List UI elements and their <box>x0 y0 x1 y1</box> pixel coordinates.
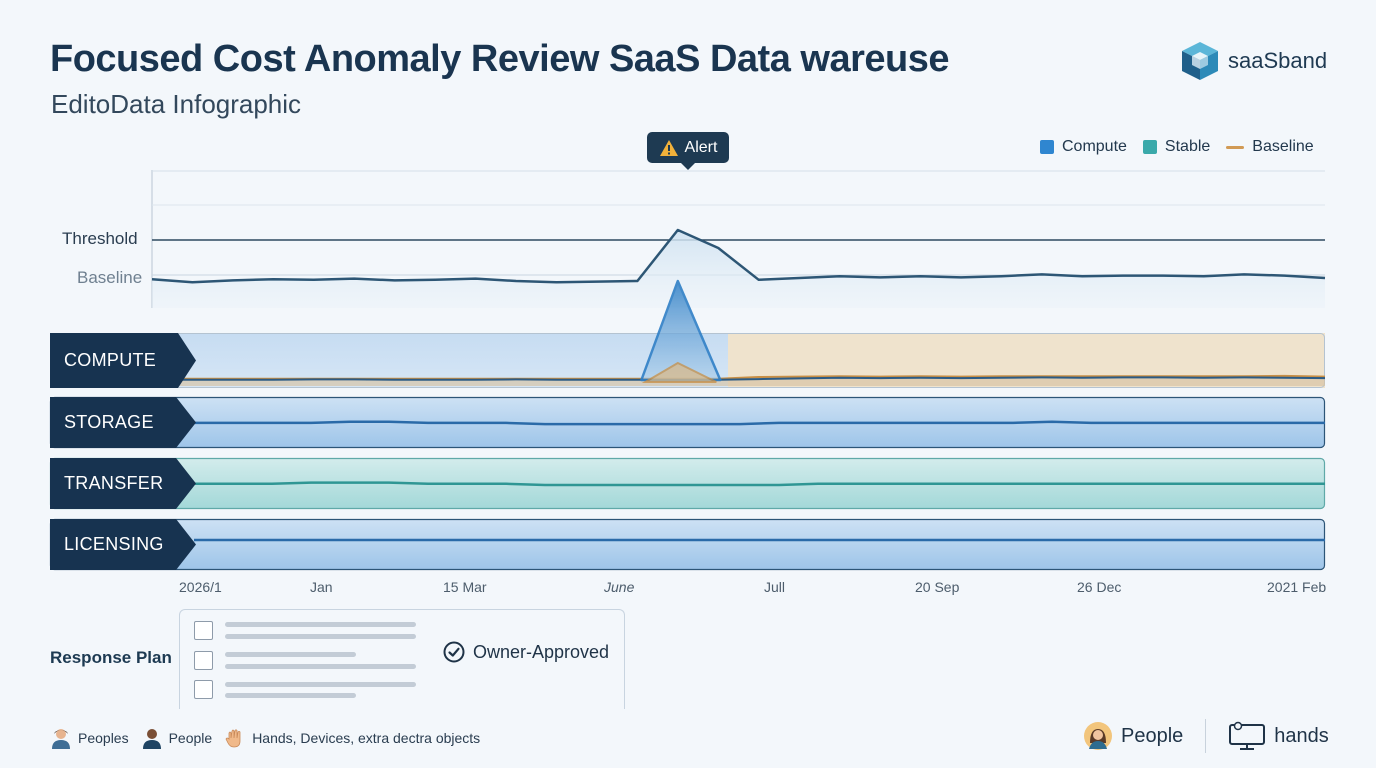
x-tick-7: 2021 Feb <box>1267 579 1327 595</box>
footer-label-hands: Hands, Devices, extra dectra objects <box>252 730 481 746</box>
footer-item-hands-right: hands <box>1228 721 1329 751</box>
band-label-licensing: LICENSING <box>64 534 164 554</box>
response-plan-label: Response Plan <box>50 648 172 667</box>
threshold-label: Threshold <box>62 229 138 248</box>
band-label-storage: STORAGE <box>64 412 154 432</box>
plan-item-line-2b <box>225 664 416 669</box>
footer-divider <box>1205 719 1207 753</box>
plan-item-line-1a <box>225 622 416 627</box>
response-plan-card <box>179 609 625 709</box>
x-tick-5: 20 Sep <box>915 579 960 595</box>
compute-line <box>152 376 1326 381</box>
total-cost-line <box>151 228 1326 284</box>
plan-checkbox-1[interactable] <box>194 621 213 640</box>
transfer-line <box>194 481 1325 487</box>
footer-item-peoples: Peoples <box>50 727 129 749</box>
baseline-ref-label: Baseline <box>77 268 143 287</box>
footer-label-people-right: People <box>1121 724 1184 747</box>
page-title: Focused Cost Anomaly Review SaaS Data wa… <box>50 38 949 80</box>
legend-item-stable: Stable <box>1142 138 1211 156</box>
footer-left: Peoples People Hands, Devices, extra dec… <box>50 727 480 749</box>
x-tick-3: June <box>604 579 635 595</box>
band-label-bg-storage <box>50 397 196 448</box>
legend-item-baseline: Baseline <box>1226 138 1314 156</box>
x-tick-6: 26 Dec <box>1077 579 1122 595</box>
person-icon <box>142 729 161 749</box>
legend-label-stable: Stable <box>1164 138 1211 155</box>
owner-approved-label: Owner-Approved <box>473 641 610 662</box>
plan-item-line-1b <box>225 634 416 639</box>
monitor-icon <box>1229 721 1266 750</box>
brand[interactable]: saaSband <box>1180 40 1327 82</box>
plan-item-line-3b <box>225 693 356 698</box>
band-label-bg-compute <box>50 333 196 388</box>
alert-label: Alert <box>684 138 718 156</box>
cube-logo-icon <box>1182 42 1218 80</box>
legend-swatch-baseline <box>1226 145 1245 149</box>
footer-right: People hands <box>1083 719 1329 753</box>
plan-item-line-2a <box>225 652 356 657</box>
band-label-bg-licensing <box>50 519 196 570</box>
owner-approved-status: Owner-Approved <box>443 641 609 663</box>
footer-item-people: People <box>141 727 213 749</box>
band-label-compute: COMPUTE <box>64 350 157 370</box>
legend-label-compute: Compute <box>1062 138 1127 155</box>
warning-icon <box>659 139 678 156</box>
hand-icon <box>225 729 241 748</box>
plan-checkbox-2[interactable] <box>194 651 213 670</box>
legend-label-baseline: Baseline <box>1252 138 1314 155</box>
page-subtitle: EditoData Infographic <box>51 89 302 119</box>
alert-badge[interactable]: Alert <box>647 132 729 170</box>
legend-item-compute: Compute <box>1040 138 1127 156</box>
storage-line <box>194 420 1325 426</box>
footer-label-people: People <box>168 730 213 746</box>
legend-swatch-compute <box>1040 140 1054 154</box>
brand-name: saaSband <box>1228 48 1328 73</box>
footer-item-hands: Hands, Devices, extra dectra objects <box>224 727 480 749</box>
x-tick-4: Jull <box>764 579 786 595</box>
plan-item-line-3a <box>225 682 416 687</box>
person-icon <box>52 729 70 749</box>
plan-checkbox-3[interactable] <box>194 680 213 699</box>
x-tick-1: Jan <box>310 579 333 595</box>
footer-label-peoples: Peoples <box>78 730 129 746</box>
check-circle-icon <box>443 641 465 663</box>
avatar-icon <box>1084 722 1112 750</box>
anomaly-spike-baseline <box>641 361 717 383</box>
chart-legend: Compute Stable Baseline <box>1040 138 1314 156</box>
band-label-transfer: TRANSFER <box>64 473 164 493</box>
total-cost-area <box>152 230 1325 308</box>
footer-label-hands-right: hands <box>1274 724 1329 747</box>
footer-item-people-right: People <box>1083 721 1183 751</box>
band-label-bg-transfer <box>50 458 196 509</box>
legend-swatch-stable <box>1142 140 1157 154</box>
x-tick-0: 2026/1 <box>179 579 222 595</box>
band-licensing-bg <box>49 518 1326 571</box>
x-tick-2: 15 Mar <box>443 579 487 595</box>
